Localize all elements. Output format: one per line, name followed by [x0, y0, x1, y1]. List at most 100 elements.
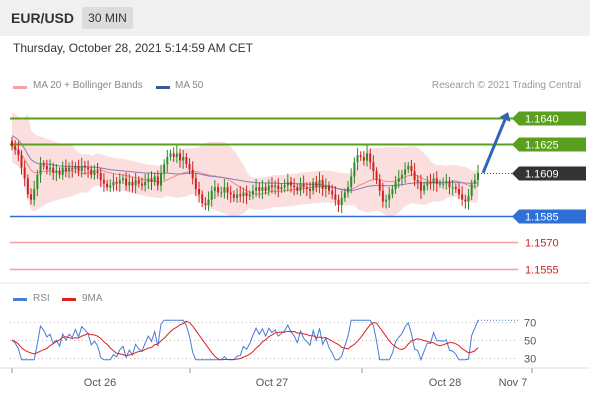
- candle-body: [429, 181, 432, 184]
- candle-body: [23, 167, 26, 179]
- candle-body: [394, 181, 397, 189]
- candle-body: [267, 185, 270, 191]
- candle-body: [467, 196, 470, 202]
- bollinger-band: [12, 112, 478, 217]
- candle-body: [448, 181, 451, 188]
- ma50-legend-swatch: [156, 86, 170, 89]
- candle-body: [80, 165, 83, 172]
- candle-body: [220, 192, 223, 194]
- candle-body: [147, 178, 150, 182]
- candle-body: [20, 155, 23, 168]
- candle-body: [308, 189, 311, 191]
- current-price-tip: [512, 166, 519, 181]
- candle-body: [331, 190, 334, 195]
- ma20-legend-swatch: [13, 86, 27, 89]
- ma20-line: [11, 145, 479, 195]
- datetime-label: Thursday, October 28, 2021 5:14:59 AM CE…: [13, 41, 253, 55]
- candle-body: [359, 155, 362, 157]
- candle-body: [213, 187, 216, 191]
- candle-body: [11, 140, 13, 147]
- candle-body: [102, 180, 105, 184]
- ma20-legend-label: MA 20 + Bollinger Bands: [33, 80, 143, 91]
- candle-body: [426, 181, 429, 186]
- candle-body: [274, 185, 277, 188]
- candle-body: [229, 192, 232, 195]
- level-label-bg: [519, 111, 586, 126]
- candle-body: [36, 174, 39, 189]
- candle-body: [445, 181, 448, 184]
- candle-body: [350, 176, 353, 188]
- candle-body: [179, 153, 182, 161]
- level-label-bg: [519, 209, 586, 224]
- candle-body: [121, 178, 124, 181]
- candle-body: [144, 181, 147, 186]
- candle-body: [118, 180, 121, 184]
- time-axis-label: Nov 7: [499, 377, 528, 389]
- level-label: 1.1585: [525, 212, 559, 224]
- candle-body: [191, 169, 194, 179]
- candle-body: [169, 153, 172, 157]
- candle-body: [451, 187, 454, 189]
- candle-body: [416, 180, 419, 182]
- candle-body: [153, 176, 156, 182]
- candle-body: [381, 190, 384, 202]
- candle-body: [470, 183, 473, 197]
- ma50-line: [11, 135, 479, 192]
- candle-body: [366, 153, 369, 161]
- candle-body: [106, 183, 109, 188]
- candle-body: [413, 171, 416, 181]
- level-label-tip: [512, 111, 519, 126]
- candle-body: [188, 164, 191, 170]
- rsi-tick-label: 50: [524, 336, 536, 348]
- candle-body: [210, 190, 213, 200]
- candle-body: [321, 180, 324, 189]
- candle-body: [334, 194, 337, 200]
- candle-body: [318, 180, 321, 188]
- candle-body: [356, 155, 359, 163]
- timeframe-button[interactable]: 30 MIN: [82, 7, 133, 29]
- candle-body: [55, 171, 58, 173]
- time-axis-label: Oct 26: [84, 377, 116, 389]
- candle-body: [198, 189, 201, 195]
- candle-body: [239, 194, 242, 197]
- rsi-ma-legend-label: 9MA: [82, 293, 103, 304]
- level-label: 1.1555: [525, 265, 559, 277]
- candle-body: [473, 180, 476, 184]
- candle-body: [293, 185, 296, 188]
- candle-body: [324, 185, 327, 189]
- candle-body: [277, 185, 280, 189]
- rsi-line: [11, 319, 479, 362]
- candle-body: [385, 199, 388, 202]
- candle-body: [372, 162, 375, 172]
- candle-body: [26, 178, 29, 195]
- candle-body: [353, 162, 356, 177]
- candle-body: [312, 181, 315, 191]
- candle-body: [289, 181, 292, 186]
- candle-body: [461, 194, 464, 200]
- rsi-ma-legend-swatch: [62, 298, 76, 301]
- candle-body: [255, 187, 258, 191]
- level-label: 1.1625: [525, 140, 559, 152]
- candle-body: [64, 167, 67, 172]
- candle-body: [201, 194, 204, 204]
- candle-body: [128, 181, 131, 186]
- candle-body: [17, 149, 20, 156]
- candle-body: [378, 180, 381, 191]
- candle-body: [369, 153, 372, 163]
- candle-body: [286, 181, 289, 186]
- candle-body: [134, 180, 137, 186]
- candle-body: [236, 194, 239, 198]
- rsi-legend-swatch: [13, 298, 27, 301]
- candle-body: [217, 187, 220, 193]
- candle-body: [248, 194, 251, 197]
- candle-body: [280, 187, 283, 189]
- level-label-tip: [512, 137, 519, 152]
- candle-body: [404, 169, 407, 175]
- candle-body: [270, 185, 273, 188]
- candle-body: [388, 194, 391, 200]
- candle-body: [315, 181, 318, 188]
- candle-body: [328, 185, 331, 191]
- candle-body: [258, 187, 261, 191]
